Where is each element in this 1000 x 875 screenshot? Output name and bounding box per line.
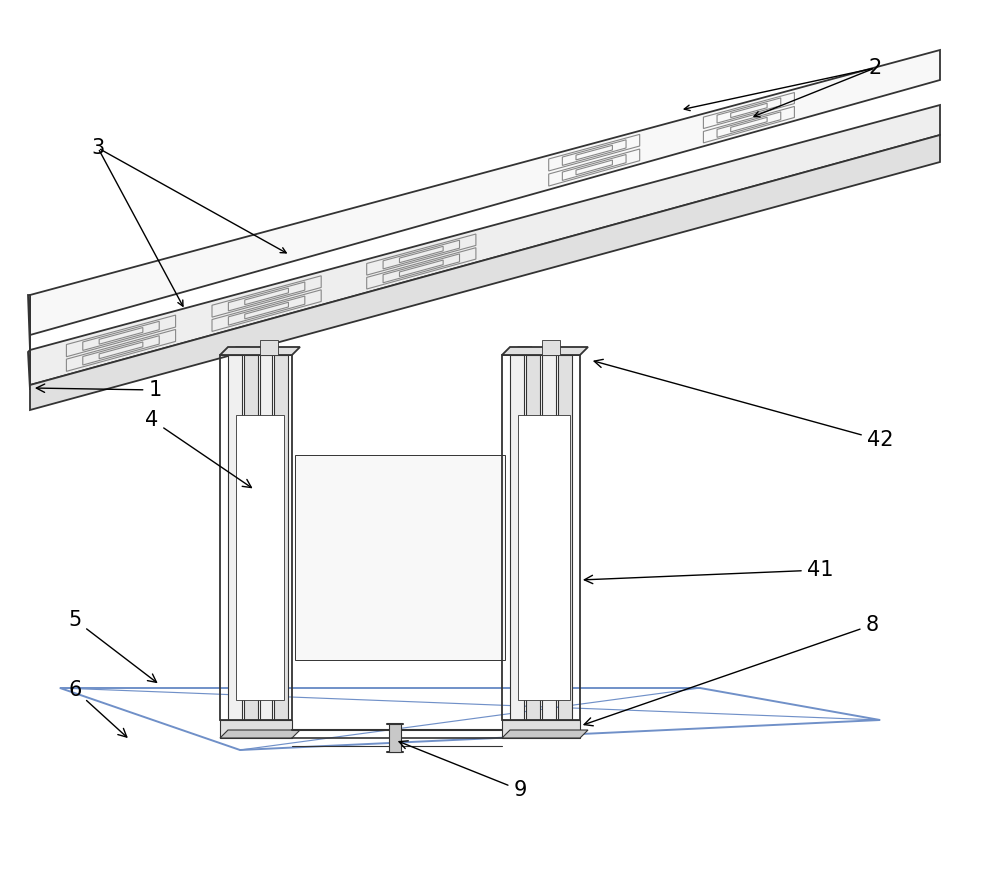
Polygon shape bbox=[389, 724, 401, 752]
Text: 41: 41 bbox=[584, 560, 833, 584]
Polygon shape bbox=[28, 295, 30, 350]
Polygon shape bbox=[30, 50, 940, 335]
Polygon shape bbox=[510, 355, 524, 720]
Polygon shape bbox=[228, 355, 242, 720]
Polygon shape bbox=[274, 352, 291, 355]
Polygon shape bbox=[228, 347, 250, 355]
Text: 3: 3 bbox=[91, 138, 105, 158]
Polygon shape bbox=[220, 720, 292, 738]
Polygon shape bbox=[542, 340, 560, 355]
Polygon shape bbox=[220, 347, 300, 355]
Polygon shape bbox=[558, 352, 575, 355]
Polygon shape bbox=[244, 355, 258, 720]
Polygon shape bbox=[502, 347, 588, 355]
Polygon shape bbox=[526, 355, 540, 720]
Polygon shape bbox=[260, 355, 272, 720]
Polygon shape bbox=[542, 355, 556, 720]
Polygon shape bbox=[274, 355, 288, 720]
Polygon shape bbox=[260, 340, 278, 355]
Polygon shape bbox=[542, 350, 561, 355]
Text: 4: 4 bbox=[145, 410, 251, 487]
Text: 9: 9 bbox=[399, 741, 527, 800]
Text: 2: 2 bbox=[868, 58, 882, 78]
Text: 42: 42 bbox=[594, 360, 893, 450]
Polygon shape bbox=[526, 348, 547, 355]
Polygon shape bbox=[502, 730, 588, 738]
Polygon shape bbox=[518, 415, 570, 700]
Polygon shape bbox=[244, 348, 265, 355]
Polygon shape bbox=[260, 350, 277, 355]
Text: 5: 5 bbox=[68, 610, 157, 683]
Polygon shape bbox=[510, 347, 532, 355]
Polygon shape bbox=[295, 455, 505, 660]
Polygon shape bbox=[558, 355, 572, 720]
Polygon shape bbox=[30, 105, 940, 385]
Text: 8: 8 bbox=[584, 615, 879, 725]
Polygon shape bbox=[30, 135, 940, 410]
Text: 6: 6 bbox=[68, 680, 127, 737]
Polygon shape bbox=[220, 730, 300, 738]
Polygon shape bbox=[28, 350, 30, 390]
Text: 1: 1 bbox=[36, 380, 162, 400]
Polygon shape bbox=[502, 720, 580, 738]
Polygon shape bbox=[236, 415, 284, 700]
